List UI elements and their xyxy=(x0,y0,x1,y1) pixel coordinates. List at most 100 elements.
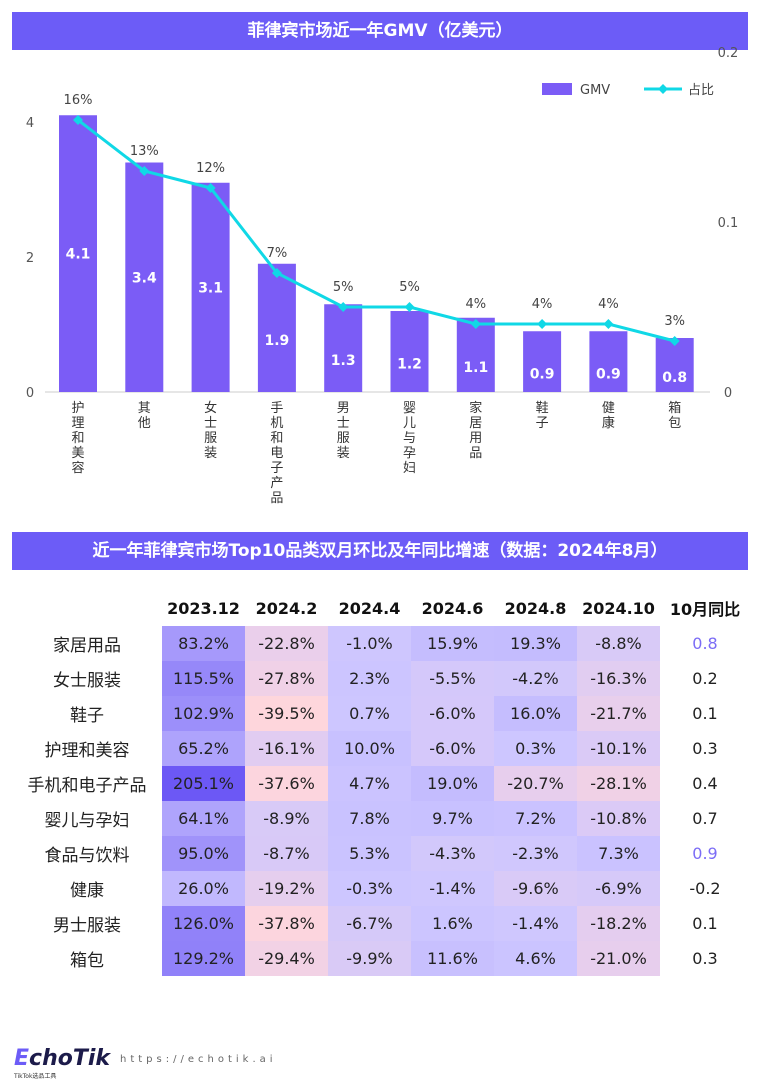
column-header: 2024.10 xyxy=(582,598,655,618)
table-row: 男士服装 126.0% -37.8% -6.7% 1.6% -1.4% -18.2% 0.1 xyxy=(12,906,750,941)
growth-cell: -29.4% xyxy=(245,941,328,976)
column-header: 2024.2 xyxy=(255,598,318,618)
x-tick-label: 男士服装 xyxy=(337,401,350,461)
bar-label: 0.9 xyxy=(530,367,555,383)
echotik-logo: EchoTik xyxy=(14,1046,111,1071)
growth-cell: 7.2% xyxy=(494,801,577,836)
growth-cell: 4.6% xyxy=(494,941,577,976)
growth-cell: -1.4% xyxy=(494,906,577,941)
category-cell: 男士服装 xyxy=(53,916,121,936)
yoy-cell: 0.9 xyxy=(692,844,718,863)
bar-label: 4.1 xyxy=(66,247,91,263)
growth-cell: 5.3% xyxy=(328,836,411,871)
growth-cell: 95.0% xyxy=(162,836,245,871)
growth-cell: 11.6% xyxy=(411,941,494,976)
yoy-cell: 0.3 xyxy=(692,949,718,968)
growth-cell: 15.9% xyxy=(411,626,494,661)
line-point xyxy=(338,302,349,312)
growth-cell: 129.2% xyxy=(162,941,245,976)
bar-label: 0.9 xyxy=(596,367,621,383)
growth-cell: -20.7% xyxy=(494,766,577,801)
line-label: 13% xyxy=(130,144,159,159)
growth-cell: 19.0% xyxy=(411,766,494,801)
logo-subtitle: TikTok选品工具 xyxy=(14,1073,57,1080)
legend-gmv-label: GMV xyxy=(580,83,610,98)
growth-cell: -22.8% xyxy=(245,626,328,661)
growth-cell: -37.8% xyxy=(245,906,328,941)
line-label: 5% xyxy=(399,280,420,295)
share-line xyxy=(77,118,676,343)
bar xyxy=(59,115,97,392)
growth-cell: -28.1% xyxy=(577,766,660,801)
growth-cell: 2.3% xyxy=(328,661,411,696)
growth-cell: -5.5% xyxy=(411,661,494,696)
column-header: 2024.6 xyxy=(421,598,484,618)
growth-cell: 7.3% xyxy=(577,836,660,871)
x-tick-label: 女士服装 xyxy=(204,400,217,461)
growth-cell: 19.3% xyxy=(494,626,577,661)
category-cell: 鞋子 xyxy=(70,706,104,726)
yoy-cell: 0.4 xyxy=(692,774,718,793)
column-header: 2023.12 xyxy=(167,598,240,618)
yoy-cell: 0.1 xyxy=(692,704,718,723)
category-cell: 家居用品 xyxy=(53,636,121,656)
yoy-cell: 0.8 xyxy=(692,634,718,653)
growth-cell: -0.3% xyxy=(328,871,411,906)
bar-label: 1.2 xyxy=(397,357,422,373)
line-label: 4% xyxy=(532,297,553,312)
line-point xyxy=(537,319,548,329)
line-label: 16% xyxy=(64,93,93,108)
growth-cell: -16.3% xyxy=(577,661,660,696)
category-cell: 护理和美容 xyxy=(44,741,130,761)
yoy-cell: -0.2 xyxy=(689,879,721,898)
table-row: 鞋子 102.9% -39.5% 0.7% -6.0% 16.0% -21.7% 0.1 xyxy=(12,696,750,731)
x-tick-label: 鞋子 xyxy=(536,400,549,431)
table-row: 女士服装 115.5% -27.8% 2.3% -5.5% -4.2% -16.3% 0.2 xyxy=(12,661,750,696)
bar xyxy=(589,331,628,392)
growth-cell: -1.0% xyxy=(328,626,411,661)
growth-cell: 64.1% xyxy=(162,801,245,836)
growth-cell: 7.8% xyxy=(328,801,411,836)
footer-url: https://echotik.ai xyxy=(120,1054,277,1065)
growth-cell: 1.6% xyxy=(411,906,494,941)
growth-cell: -27.8% xyxy=(245,661,328,696)
line-point xyxy=(669,336,680,346)
line-point xyxy=(470,319,481,329)
line-point xyxy=(139,166,150,176)
bar-label: 3.1 xyxy=(198,280,223,296)
line-label: 7% xyxy=(267,246,288,261)
line-label: 4% xyxy=(465,297,486,312)
growth-cell: -9.6% xyxy=(494,871,577,906)
line-point xyxy=(205,183,216,193)
growth-cell: -19.2% xyxy=(245,871,328,906)
growth-cell: 4.7% xyxy=(328,766,411,801)
bar xyxy=(125,162,164,392)
column-header: 10月同比 xyxy=(669,600,741,619)
table-row: 婴儿与孕妇 64.1% -8.9% 7.8% 9.7% 7.2% -10.8% 0.7 xyxy=(12,801,750,836)
y-left-tick: 0 xyxy=(26,386,34,401)
growth-cell: -10.1% xyxy=(577,731,660,766)
growth-cell: 102.9% xyxy=(162,696,245,731)
line-label: 12% xyxy=(196,161,225,176)
legend-share-marker xyxy=(658,84,668,94)
category-cell: 女士服装 xyxy=(53,671,121,691)
growth-cell: 83.2% xyxy=(162,626,245,661)
x-tick-label: 家居用品 xyxy=(469,400,482,461)
growth-cell: 0.3% xyxy=(494,731,577,766)
growth-cell: -2.3% xyxy=(494,836,577,871)
growth-cell: 26.0% xyxy=(162,871,245,906)
table-row: 健康 26.0% -19.2% -0.3% -1.4% -9.6% -6.9% -0.2 xyxy=(12,871,750,906)
table-row: 护理和美容 65.2% -16.1% 10.0% -6.0% 0.3% -10.1% 0.3 xyxy=(12,731,750,766)
bar xyxy=(390,311,429,392)
table-row: 食品与饮料 95.0% -8.7% 5.3% -4.3% -2.3% 7.3% 0.9 xyxy=(12,836,750,871)
gmv-chart: 0 2 4 0 0.1 0.2 4.1 护理和美容 16% 3.4 其他 13% 3.1 女士服装 12% 1… xyxy=(26,46,738,506)
bar-label: 1.1 xyxy=(463,360,488,376)
growth-cell: -8.9% xyxy=(245,801,328,836)
growth-cell: -6.0% xyxy=(411,696,494,731)
yoy-cell: 0.7 xyxy=(692,809,718,828)
category-cell: 健康 xyxy=(70,881,104,901)
growth-cell: 16.0% xyxy=(494,696,577,731)
growth-cell: 65.2% xyxy=(162,731,245,766)
growth-cell: -4.3% xyxy=(411,836,494,871)
legend-gmv-swatch xyxy=(542,83,572,95)
